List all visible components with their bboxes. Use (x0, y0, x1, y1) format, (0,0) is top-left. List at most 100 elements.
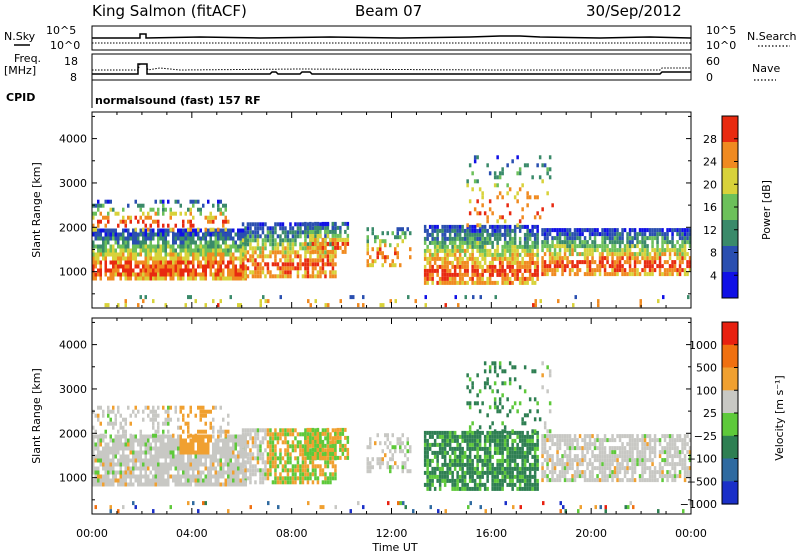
data-cell (167, 462, 170, 467)
data-cell (217, 199, 220, 204)
data-cell (271, 230, 275, 235)
data-cell (536, 264, 539, 269)
data-cell (162, 203, 165, 208)
data-cell (107, 458, 110, 463)
data-cell (341, 443, 345, 448)
data-cell (264, 460, 267, 465)
data-cell (212, 264, 215, 269)
data-cell (142, 299, 145, 304)
data-cell (611, 232, 614, 237)
data-cell (197, 470, 200, 475)
data-cell (573, 438, 577, 443)
data-cell (528, 268, 532, 273)
data-cell (448, 462, 452, 467)
data-cell (433, 256, 437, 261)
data-cell (137, 450, 140, 455)
data-cell (508, 470, 512, 475)
data-cell (219, 446, 222, 451)
data-cell (202, 244, 205, 249)
data-cell (531, 232, 534, 237)
data-cell (217, 276, 220, 281)
data-cell (633, 264, 637, 269)
data-cell (122, 268, 125, 273)
data-cell (179, 236, 182, 241)
data-cell (264, 472, 267, 477)
data-cell (623, 228, 627, 233)
data-cell (99, 458, 102, 463)
data-cell (222, 268, 225, 273)
data-cell (513, 401, 517, 406)
data-cell (316, 455, 320, 460)
data-cell (366, 445, 369, 450)
data-cell (381, 239, 384, 244)
data-cell (568, 438, 572, 443)
data-cell (281, 480, 285, 485)
data-cell (177, 438, 180, 443)
data-cell (526, 466, 529, 471)
data-cell (237, 232, 240, 237)
data-cell (162, 236, 165, 241)
data-cell (299, 440, 302, 445)
data-cell (172, 478, 175, 483)
data-cell (331, 266, 335, 271)
data-cell (94, 442, 97, 447)
data-cell (147, 268, 150, 273)
data-cell (319, 451, 322, 456)
data-cell (179, 203, 182, 208)
data-cell (438, 240, 442, 245)
data-cell (651, 244, 654, 249)
data-cell (424, 295, 427, 300)
data-cell (107, 240, 110, 245)
data-cell (334, 431, 337, 436)
data-cell (119, 446, 122, 451)
data-cell (651, 268, 654, 273)
data-cell (199, 252, 202, 257)
data-cell (593, 458, 597, 463)
data-cell (316, 447, 320, 452)
data-cell (513, 224, 517, 229)
data-cell (616, 240, 619, 245)
data-cell (134, 413, 137, 418)
data-cell (563, 466, 567, 471)
data-cell (436, 224, 439, 229)
data-cell (476, 211, 479, 216)
data-cell (217, 207, 220, 212)
data-cell (109, 228, 112, 233)
data-cell (149, 458, 152, 463)
data-cell (503, 442, 507, 447)
data-cell (443, 276, 447, 281)
data-cell (256, 230, 260, 235)
data-cell (571, 248, 574, 253)
data-cell (401, 469, 404, 474)
data-cell (182, 417, 185, 422)
data-cell (331, 229, 335, 234)
data-cell (162, 248, 165, 253)
data-cell (132, 256, 135, 261)
data-cell (239, 248, 242, 253)
data-cell (511, 429, 514, 434)
data-cell (281, 222, 285, 227)
data-cell (548, 256, 552, 261)
data-cell (162, 228, 165, 233)
data-cell (391, 433, 394, 438)
data-cell (608, 240, 612, 245)
data-cell (581, 446, 584, 451)
data-cell (466, 438, 469, 443)
data-cell (296, 222, 300, 227)
data-cell (107, 442, 110, 447)
data-cell (608, 264, 612, 269)
data-cell (291, 246, 295, 251)
data-cell (117, 252, 120, 257)
data-cell (311, 460, 315, 465)
data-cell (259, 270, 262, 275)
noise-lo-right: 10^0 (706, 39, 736, 52)
data-cell (254, 464, 257, 469)
data-cell (159, 482, 162, 487)
data-cell (309, 432, 312, 437)
data-cell (391, 457, 394, 462)
data-cell (531, 462, 534, 467)
data-cell (142, 240, 145, 245)
data-cell (202, 236, 205, 241)
data-cell (256, 444, 260, 449)
